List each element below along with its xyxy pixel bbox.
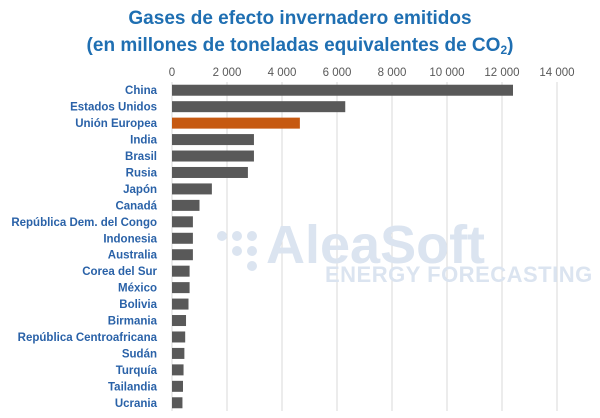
category-label: Sudán xyxy=(122,348,157,360)
bar xyxy=(172,183,212,195)
category-label: China xyxy=(125,85,158,97)
bar xyxy=(172,298,189,310)
bar xyxy=(172,134,254,146)
x-tick-label: 4 000 xyxy=(268,67,297,79)
chart-title-line-2: (en millones de toneladas equivalentes d… xyxy=(0,33,600,63)
category-label: Canadá xyxy=(115,200,157,212)
category-label: Unión Europea xyxy=(75,118,157,130)
x-axis-tick-labels: 0 2 000 4 000 6 000 8 000 10 000 12 000 14 000 xyxy=(169,67,575,79)
bar xyxy=(172,347,185,359)
bar xyxy=(172,101,346,113)
category-label: República Centroafricana xyxy=(18,332,158,344)
category-label: Tailandia xyxy=(108,381,158,393)
category-label: Corea del Sur xyxy=(82,266,157,278)
bar xyxy=(172,331,186,343)
category-label: Estados Unidos xyxy=(70,102,157,114)
bar xyxy=(172,232,193,244)
category-label: República Dem. del Congo xyxy=(11,217,157,229)
category-label: Turquía xyxy=(116,365,158,377)
x-tick-label: 10 000 xyxy=(429,67,464,79)
bar xyxy=(172,315,187,327)
bar xyxy=(172,265,190,277)
bar xyxy=(172,397,183,409)
x-tick-label: 8 000 xyxy=(378,67,407,79)
category-label: Rusia xyxy=(126,167,158,179)
category-label: Birmania xyxy=(108,316,158,328)
bar xyxy=(172,380,183,392)
category-label: Japón xyxy=(123,184,157,196)
bar xyxy=(172,249,193,261)
chart-title-line-1: Gases de efecto invernadero emitidos xyxy=(128,8,472,29)
x-tick-label: 6 000 xyxy=(323,67,352,79)
gridlines xyxy=(171,82,558,411)
bar xyxy=(172,117,300,129)
bar xyxy=(172,364,184,376)
x-tick-label: 12 000 xyxy=(484,67,519,79)
bar xyxy=(172,199,200,211)
x-tick-label: 2 000 xyxy=(213,67,242,79)
category-label: Indonesia xyxy=(103,233,157,245)
bar xyxy=(172,216,193,228)
category-label: Bolivia xyxy=(119,299,157,311)
category-labels: China Estados Unidos Unión Europea India Bra… xyxy=(11,85,157,410)
category-label: Brasil xyxy=(125,151,157,163)
x-tick-label: 0 xyxy=(169,67,175,79)
title-line-2-subscript: 2 xyxy=(500,43,508,57)
title-line-2-prefix: (en millones de toneladas equivalentes d… xyxy=(86,35,501,56)
x-tick-label: 14 000 xyxy=(539,67,574,79)
bar xyxy=(172,150,254,162)
category-label: México xyxy=(118,283,157,295)
bars xyxy=(172,84,513,409)
category-label: Australia xyxy=(108,250,158,262)
bar xyxy=(172,84,513,96)
bar xyxy=(172,166,248,178)
bar xyxy=(172,282,190,294)
category-label: Ucrania xyxy=(115,398,158,410)
title-line-2-suffix: ) xyxy=(507,35,514,56)
category-label: India xyxy=(130,135,157,147)
